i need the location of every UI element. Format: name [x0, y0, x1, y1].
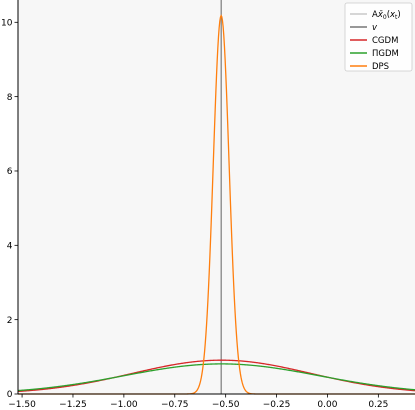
y-tick-label: 8 [7, 93, 13, 103]
legend-label-v: v [372, 23, 378, 33]
x-tick-label: −0.25 [263, 400, 291, 410]
legend-label-cgdm: CGDM [372, 36, 398, 46]
y-tick-label: 4 [7, 242, 13, 252]
y-tick-label: 2 [7, 316, 13, 326]
legend-label-dps: DPS [372, 62, 389, 72]
x-tick-label: −0.50 [212, 400, 240, 410]
x-tick-label: −1.25 [59, 400, 87, 410]
x-tick-label: −1.00 [110, 400, 138, 410]
legend-label-pigdm: ΠGDM [372, 49, 399, 59]
series-pigdm [17, 363, 415, 392]
x-tick-label: −0.75 [161, 400, 189, 410]
legend-label-ax0: Ax̄0(xt) [372, 10, 401, 21]
y-tick-label: 10 [1, 19, 13, 29]
x-tick-label: 0.25 [368, 400, 388, 410]
legend-box [344, 2, 413, 72]
x-tick-label: 0.00 [317, 400, 337, 410]
y-tick-label: 6 [7, 167, 13, 177]
y-tick-label: 0 [7, 390, 13, 400]
x-tick-label: −1.50 [8, 400, 36, 410]
legend: Ax̄0(xt) v CGDM ΠGDM DPS [344, 2, 413, 72]
